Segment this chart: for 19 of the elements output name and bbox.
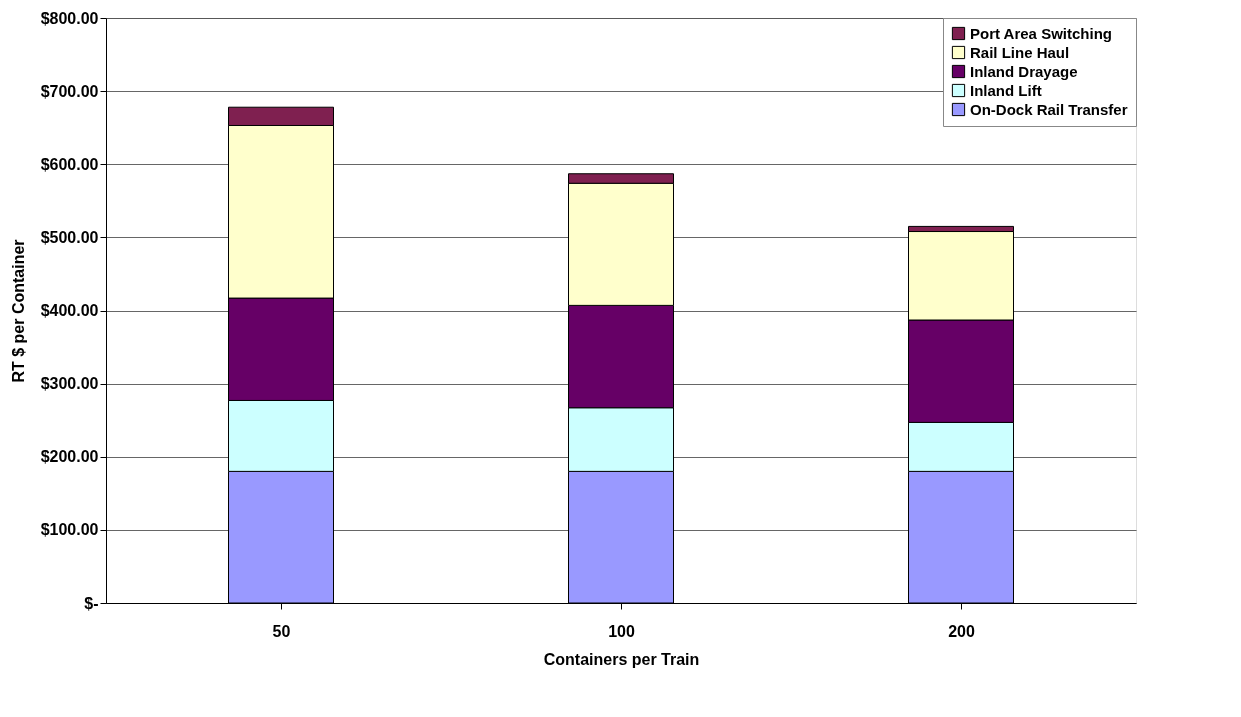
y-tick-label: $600.00 <box>40 155 99 173</box>
y-tick-label: $300.00 <box>40 375 99 393</box>
legend-label: Rail Line Haul <box>970 43 1070 61</box>
y-axis-title: RT $ per Container <box>9 239 27 383</box>
y-tick-label: $200.00 <box>40 448 99 466</box>
legend-label: Inland Drayage <box>970 62 1078 80</box>
x-tick-label: 50 <box>272 622 291 640</box>
x-tick-label: 100 <box>608 622 635 640</box>
y-tick-label: $400.00 <box>40 302 99 319</box>
x-axis-title: Containers per Train <box>543 650 700 668</box>
y-tick-label: $100.00 <box>40 521 99 539</box>
y-tick-label: $800.00 <box>40 9 99 27</box>
y-tick-label: $500.00 <box>40 228 99 246</box>
legend-label: Inland Lift <box>970 81 1042 99</box>
legend-label: On-Dock Rail Transfer <box>970 100 1128 118</box>
y-tick-label: $- <box>84 594 99 612</box>
legend-label: Port Area Switching <box>970 24 1112 42</box>
y-tick-label: $700.00 <box>40 82 99 100</box>
x-tick-label: 200 <box>948 622 975 640</box>
